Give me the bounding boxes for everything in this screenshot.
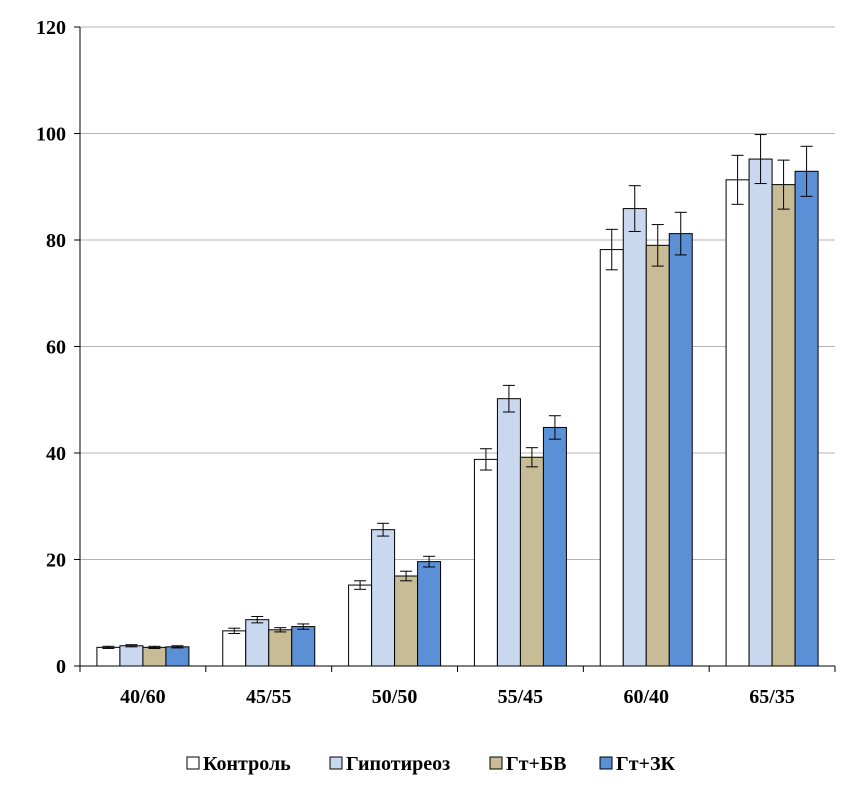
legend-label: Контроль (203, 753, 291, 775)
bar (725, 179, 750, 667)
bar (96, 646, 121, 667)
bar (165, 646, 190, 667)
bar (394, 575, 419, 667)
bar (794, 170, 819, 667)
axes (74, 26, 836, 672)
bar (542, 426, 567, 667)
legend-swatch (599, 756, 613, 770)
y-tick-label: 80 (46, 230, 66, 252)
bar (371, 529, 396, 667)
bars (96, 158, 819, 667)
error-bars (102, 134, 813, 649)
bar (622, 208, 647, 667)
x-tick-label: 40/60 (120, 686, 166, 708)
bar (348, 584, 373, 667)
legend-swatch (329, 756, 343, 770)
bar (668, 233, 693, 667)
legend-label: Гт+ЗК (616, 753, 676, 775)
legend-swatch (489, 756, 503, 770)
y-tick-label: 60 (46, 337, 66, 359)
bar (119, 645, 144, 667)
y-tick-label: 120 (36, 17, 66, 39)
y-tick-label: 40 (46, 443, 66, 465)
y-tick-label: 20 (46, 550, 66, 572)
bar (222, 630, 247, 667)
bar (519, 456, 544, 667)
bar (417, 561, 442, 667)
bar (291, 626, 316, 667)
legend-label: Гипотиреоз (346, 753, 450, 775)
x-tick-label: 55/45 (498, 686, 544, 708)
y-tick-label: 100 (36, 124, 66, 146)
bar (142, 646, 167, 667)
legend-label: Гт+БВ (506, 753, 567, 775)
x-tick-label: 65/35 (749, 686, 795, 708)
bar (473, 458, 498, 667)
x-tick-label: 50/50 (372, 686, 418, 708)
x-tick-labels: 40/60 45/55 50/50 55/45 60/40 65/35 (120, 686, 795, 708)
bar (599, 249, 624, 667)
bar (496, 398, 521, 667)
bar (268, 629, 293, 667)
bar (748, 158, 773, 667)
y-tick-labels: 0 20 40 60 80 100 120 (36, 17, 66, 678)
legend-swatch (186, 756, 200, 770)
x-tick-label: 60/40 (623, 686, 669, 708)
bar (645, 244, 670, 667)
bar (245, 619, 270, 667)
y-tick-label: 0 (56, 656, 66, 678)
gridlines (80, 26, 835, 560)
legend: Контроль Гипотиреоз Гт+БВ Гт+ЗК (186, 753, 676, 775)
x-tick-label: 45/55 (246, 686, 292, 708)
bar (771, 184, 796, 667)
